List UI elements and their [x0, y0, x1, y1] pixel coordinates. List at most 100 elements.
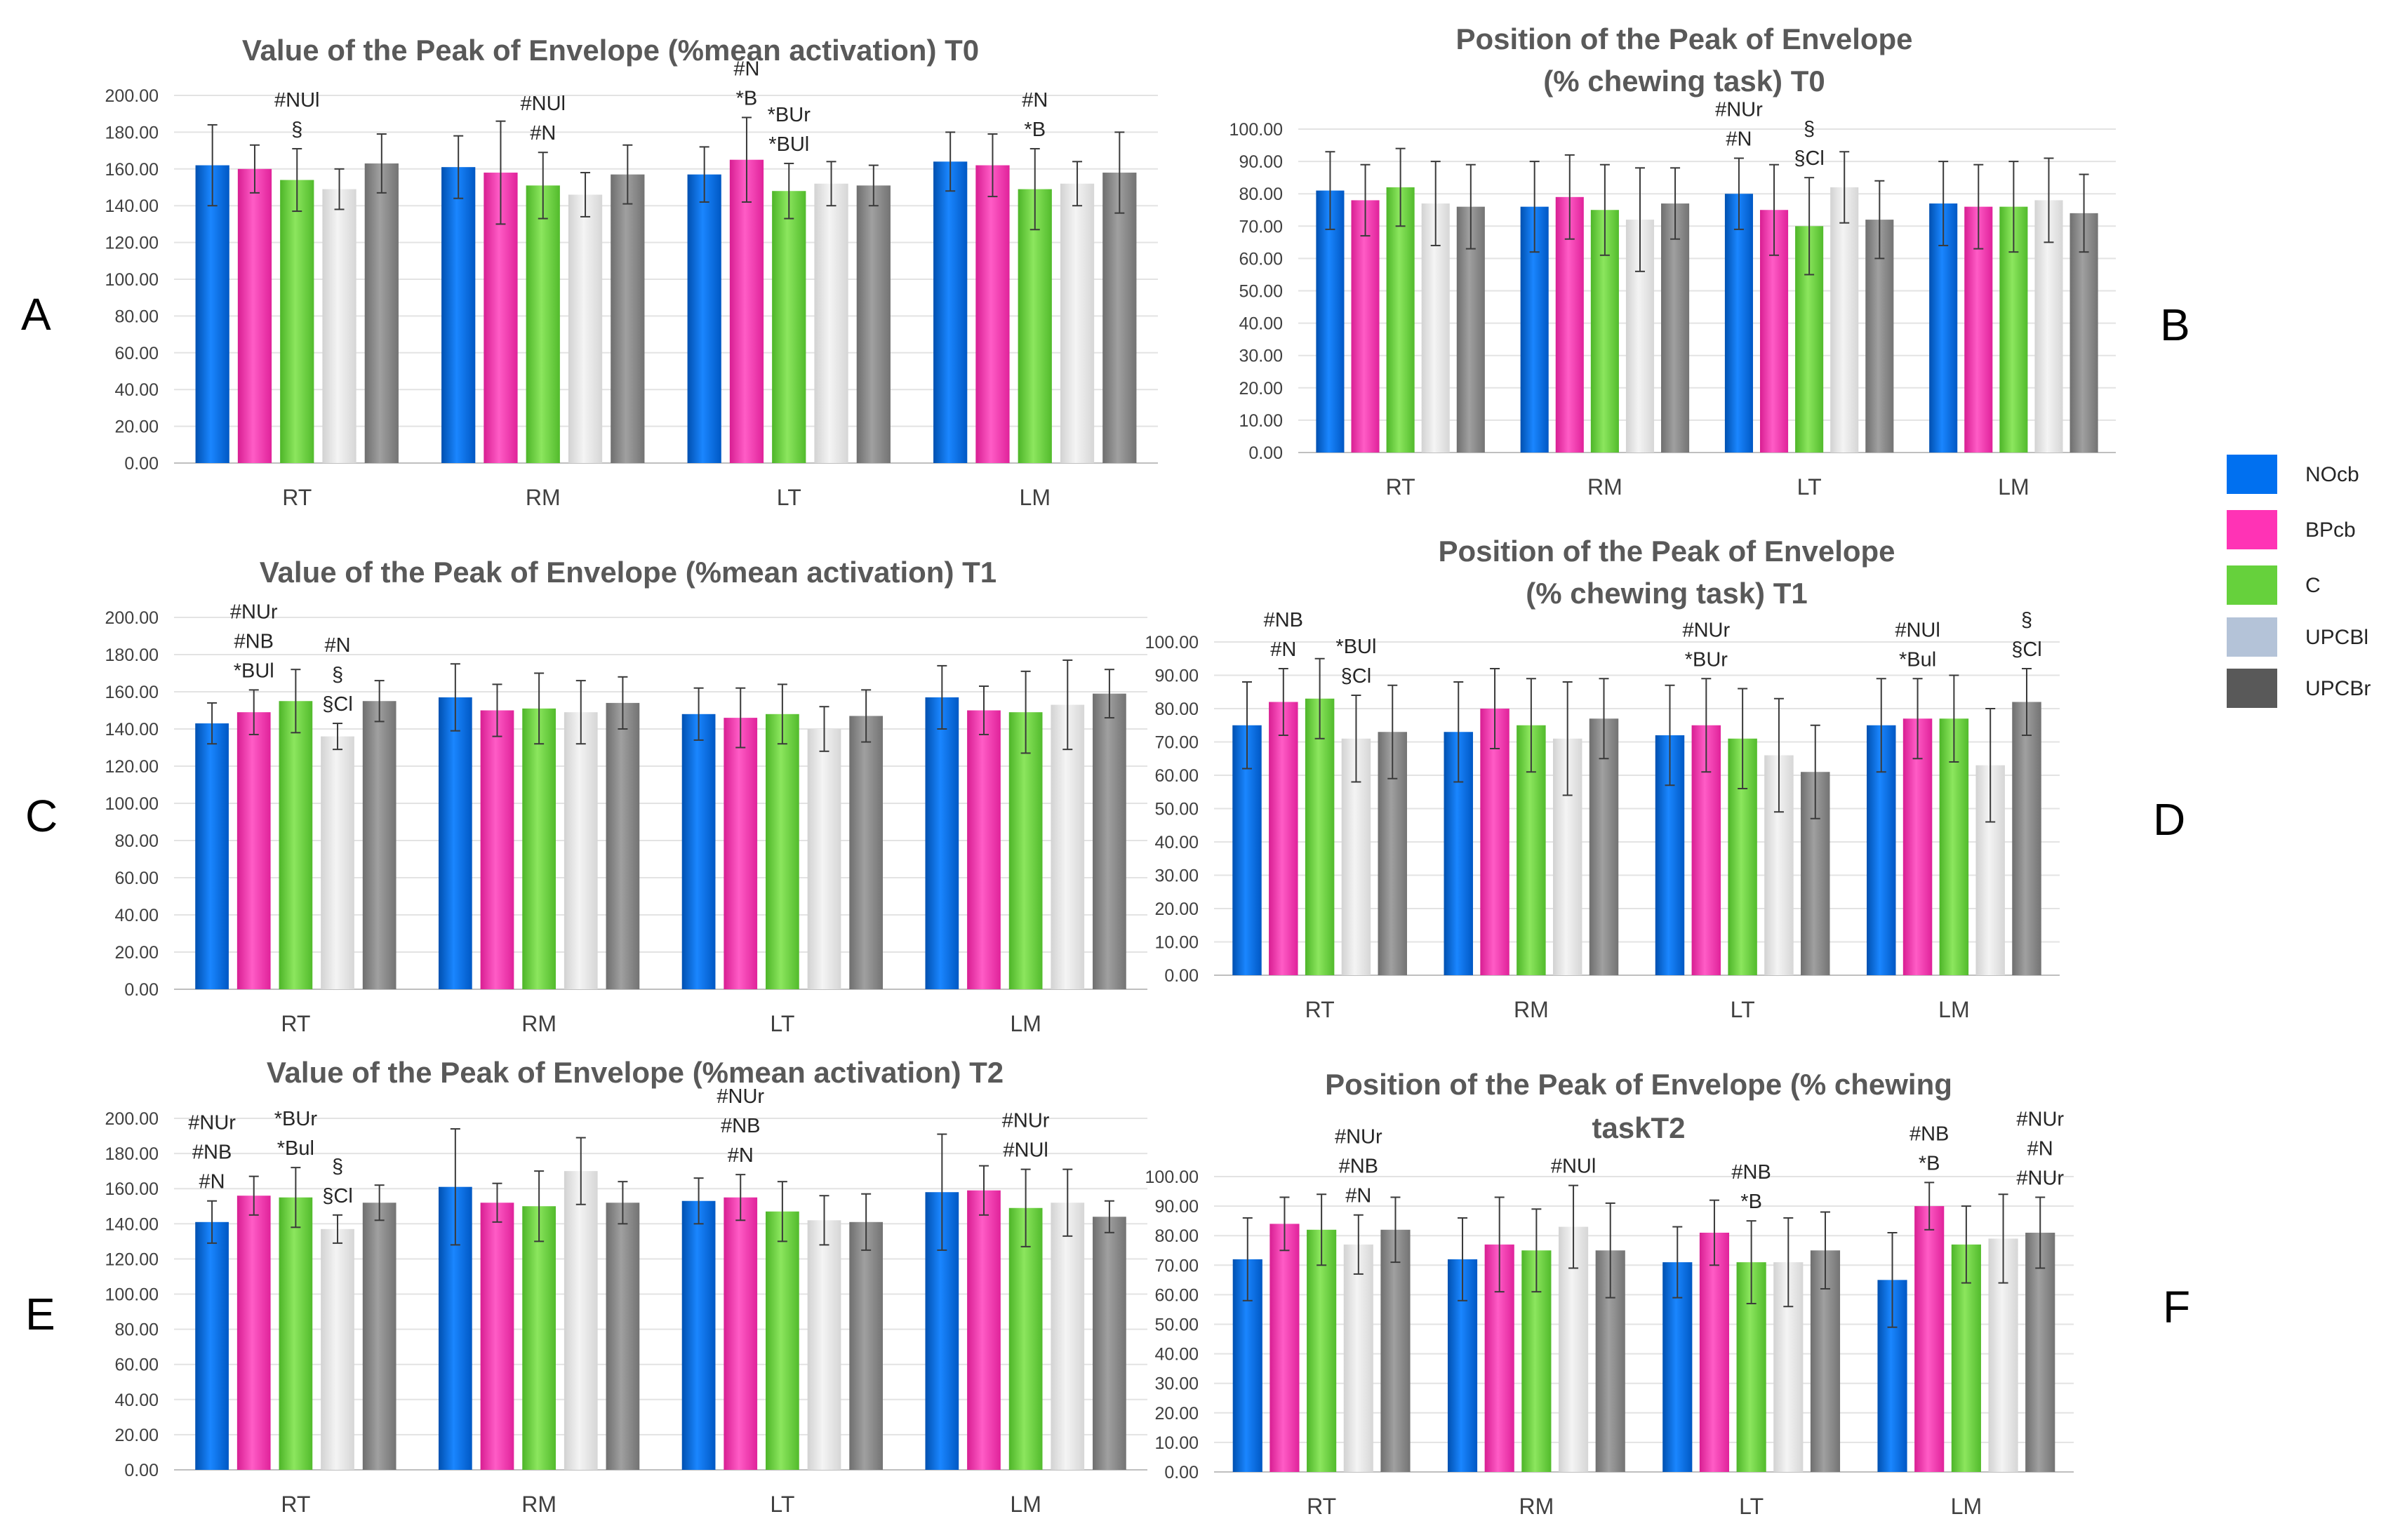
error-bar: [2044, 157, 2054, 243]
significance-label: §: [1804, 118, 1815, 140]
significance-label: *BUl: [234, 659, 274, 682]
error-bar: [1665, 684, 1675, 786]
error-bar: [1599, 678, 1609, 760]
y-tick-label: 50.00: [1154, 800, 1199, 819]
bar-upcbr: [362, 701, 396, 989]
error-bar: [207, 1200, 218, 1244]
bar-upcbr: [364, 163, 399, 463]
bar-upcbl: [1830, 187, 1859, 453]
y-tick-label: 80.00: [1154, 699, 1199, 719]
error-bar: [819, 706, 829, 752]
bar-nocb: [1316, 190, 1345, 453]
y-tick-label: 50.00: [1239, 282, 1283, 302]
error-bar: [1810, 724, 1820, 819]
bar-upcbl: [1060, 183, 1095, 463]
error-bar: [453, 135, 464, 199]
chart-title: taskT2: [1592, 1111, 1685, 1144]
bar-bpcb: [1699, 1232, 1730, 1472]
y-tick-label: 60.00: [1154, 1285, 1199, 1305]
significance-label: *BUr: [274, 1108, 318, 1130]
significance-label: #NUl: [1003, 1139, 1048, 1162]
error-bar: [741, 116, 752, 203]
significance-label: §: [291, 119, 302, 141]
error-bar: [1874, 180, 1885, 260]
bar-upcbr: [1380, 1229, 1411, 1472]
error-bar: [1351, 695, 1361, 783]
significance-label: *BUl: [768, 133, 809, 156]
chart-panel-C: 0.00 20.00 40.00 60.00 80.00 100.00 120.00 140.…: [105, 556, 1147, 1036]
error-bar: [291, 1167, 301, 1228]
bar-upcbr: [2025, 1232, 2055, 1472]
x-category-label: LM: [1010, 1011, 1041, 1036]
significance-label: *B: [1740, 1191, 1762, 1213]
y-tick-label: 60.00: [114, 869, 159, 888]
bar-upcbr: [611, 174, 645, 463]
error-bar: [580, 172, 591, 217]
error-bar: [534, 672, 545, 745]
y-tick-label: 70.00: [1239, 217, 1283, 236]
error-bar: [1701, 678, 1712, 773]
bar-upcbl: [1343, 1244, 1373, 1472]
error-bar: [1353, 1214, 1364, 1275]
error-bar: [1029, 147, 1040, 231]
y-tick-label: 100.00: [1145, 633, 1199, 652]
bar-bpcb: [724, 1197, 758, 1470]
y-tick-label: 20.00: [114, 943, 159, 963]
legend-label-nocb: NOcb: [2305, 463, 2359, 486]
error-bar: [1562, 681, 1573, 796]
error-bar: [1820, 1211, 1830, 1290]
chart-panel-A: 0.00 20.00 40.00 60.00 80.00 100.00 120.00 140.…: [105, 34, 1158, 510]
significance-label: *Bul: [277, 1137, 314, 1160]
bar-c: [1305, 698, 1335, 975]
y-tick-label: 120.00: [105, 1250, 159, 1269]
error-bar: [333, 1214, 343, 1244]
error-bar: [693, 1177, 704, 1225]
y-tick-label: 200.00: [105, 86, 159, 106]
error-bar: [861, 689, 872, 743]
y-tick-label: 70.00: [1154, 1256, 1199, 1275]
bar-nocb: [195, 165, 229, 463]
panel-letter-c: C: [25, 791, 58, 841]
x-category-label: RM: [521, 1011, 556, 1036]
y-tick-label: 40.00: [114, 1391, 159, 1410]
error-bar: [1494, 1196, 1505, 1293]
error-bar: [1709, 1199, 1719, 1266]
x-category-label: RT: [281, 1492, 310, 1517]
bar-upcbl: [564, 712, 598, 989]
y-tick-label: 160.00: [105, 683, 159, 702]
significance-label: #NUr: [1715, 98, 1763, 121]
error-bar: [1490, 668, 1500, 749]
bar-upcbr: [1093, 693, 1126, 989]
significance-label: *BUr: [768, 104, 811, 126]
significance-label: *B: [1024, 119, 1046, 141]
error-bar: [1062, 659, 1073, 751]
bar-bpcb: [236, 712, 271, 989]
y-tick-label: 80.00: [114, 307, 159, 326]
legend-swatch-bpcb: [2227, 510, 2277, 549]
bar-upcbr: [606, 1203, 640, 1470]
chart-title: Value of the Peak of Envelope (%mean act…: [267, 1056, 1004, 1089]
x-category-label: LT: [770, 1011, 794, 1036]
bar-upcbr: [362, 1203, 396, 1470]
y-tick-label: 80.00: [114, 1320, 159, 1340]
error-bar: [699, 146, 709, 203]
significance-label: #N: [733, 58, 759, 80]
significance-label: #NB: [1910, 1123, 1949, 1145]
bar-upcbr: [606, 702, 640, 989]
legend-swatch-upcbr: [2227, 669, 2277, 708]
error-bar: [826, 161, 837, 207]
bar-bpcb: [729, 159, 764, 463]
significance-label: §Cl: [322, 693, 353, 716]
panel-letter-e: E: [25, 1289, 55, 1339]
significance-label: #NB: [1339, 1156, 1378, 1178]
significance-label: #N: [1270, 638, 1296, 661]
y-tick-label: 80.00: [1239, 185, 1283, 204]
error-bar: [1746, 1220, 1757, 1305]
error-bar: [2022, 668, 2032, 736]
y-tick-label: 30.00: [1154, 1374, 1199, 1394]
x-category-label: RM: [1519, 1494, 1554, 1519]
error-bar: [1072, 161, 1083, 207]
error-bar: [1531, 1208, 1542, 1293]
error-bar: [450, 1128, 460, 1246]
